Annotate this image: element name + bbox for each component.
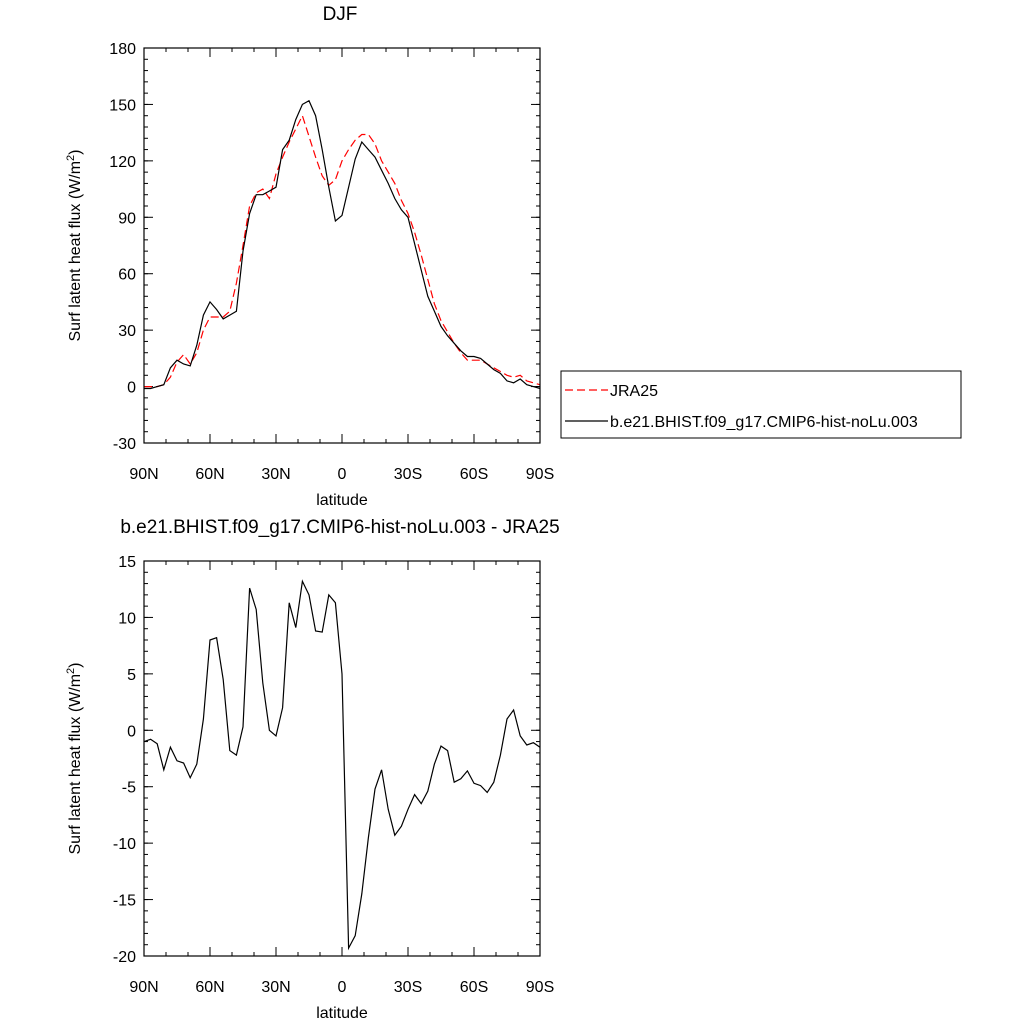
y-tick-label: 90 — [118, 210, 136, 227]
series-line-1 — [144, 114, 540, 388]
x-tick-label: 0 — [338, 466, 347, 483]
chart-title: b.e21.BHIST.f09_g17.CMIP6-hist-noLu.003 … — [120, 517, 559, 538]
x-tick-label: 90S — [526, 466, 554, 483]
y-axis-label-close: ) — [67, 150, 84, 155]
chart-panel-2: 90N 60N 30N 0 30S 60S 90S -20 -15 -10 -5 0 5 10 15 b.e2… — [65, 517, 560, 1022]
y-tick-label: 5 — [127, 667, 136, 684]
legend: JRA25 b.e21.BHIST.f09_g17.CMIP6-hist-noLu… — [560, 370, 962, 439]
y-axis-label-text: Surf latent heat flux (W/m — [67, 674, 84, 855]
y-tick-label: -20 — [113, 949, 136, 966]
y-tick-label: 0 — [127, 380, 136, 397]
legend-label-1: JRA25 — [610, 383, 658, 400]
y-tick-label: 60 — [118, 267, 136, 284]
legend-box — [560, 370, 962, 439]
legend-label-2: b.e21.BHIST.f09_g17.CMIP6-hist-noLu.003 — [610, 414, 918, 431]
y-axis-label-superscript: 2 — [65, 155, 77, 161]
x-tick-label: 30N — [261, 466, 290, 483]
x-tick-label: 30S — [394, 466, 422, 483]
plot-frame — [143, 47, 541, 444]
plot-frame — [143, 560, 541, 957]
y-tick-label: -30 — [113, 436, 136, 453]
x-tick-label: 90N — [129, 979, 158, 996]
y-tick-label: -5 — [122, 780, 136, 797]
x-axis-label: latitude — [316, 1005, 368, 1022]
y-axis-label-text: Surf latent heat flux (W/m — [67, 161, 84, 342]
chart-panel-1: 90N 60N 30N 0 30S 60S 90S -30 0 30 60 90 120 150 180 DJ… — [65, 4, 962, 509]
y-tick-label: 180 — [109, 41, 136, 58]
y-axis-label: Surf latent heat flux (W/m2) — [65, 663, 84, 855]
x-tick-label: 30S — [394, 979, 422, 996]
x-tick-label: 60S — [460, 979, 488, 996]
y-axis-label: Surf latent heat flux (W/m2) — [65, 150, 84, 342]
y-tick-label: 30 — [118, 323, 136, 340]
y-tick-label: -10 — [113, 836, 136, 853]
x-tick-label: 60N — [195, 979, 224, 996]
x-tick-label: 30N — [261, 979, 290, 996]
x-tick-label: 60S — [460, 466, 488, 483]
y-tick-label: 15 — [118, 554, 136, 571]
y-axis-label-close: ) — [67, 663, 84, 668]
y-tick-label: -15 — [113, 893, 136, 910]
y-axis-label-superscript: 2 — [65, 668, 77, 674]
x-axis-label: latitude — [316, 492, 368, 509]
x-tick-label: 60N — [195, 466, 224, 483]
y-tick-label: 120 — [109, 154, 136, 171]
chart-title: DJF — [323, 4, 358, 25]
y-tick-label: 0 — [127, 723, 136, 740]
x-tick-label: 0 — [338, 979, 347, 996]
x-tick-label: 90N — [129, 466, 158, 483]
series-line-2 — [144, 99, 540, 390]
y-tick-label: 150 — [109, 97, 136, 114]
series-line-1 — [144, 579, 540, 951]
x-tick-label: 90S — [526, 979, 554, 996]
y-tick-label: 10 — [118, 610, 136, 627]
